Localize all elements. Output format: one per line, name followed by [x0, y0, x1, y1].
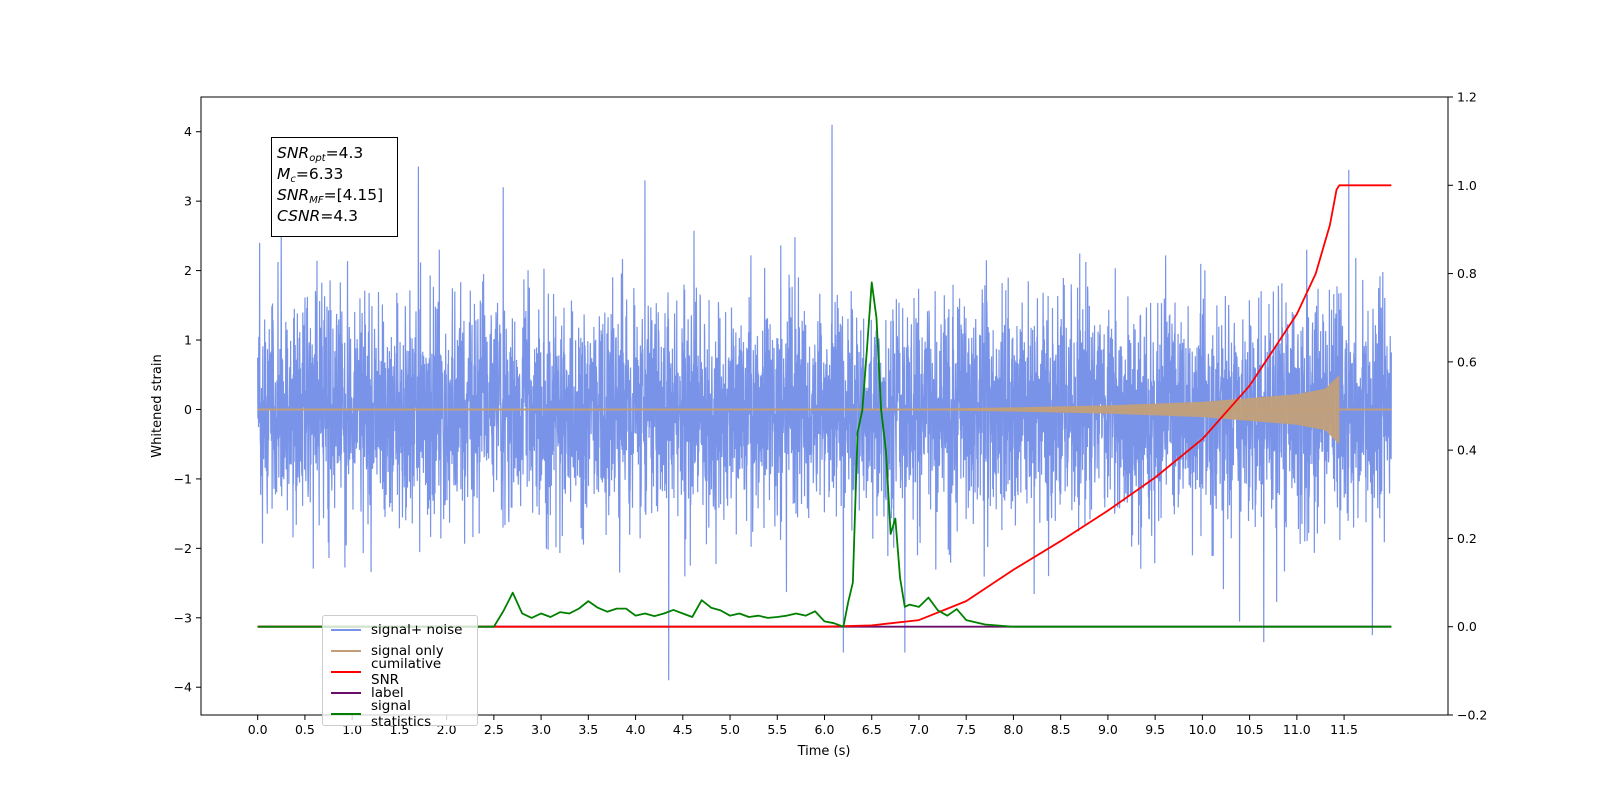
snr-opt-line: SNRopt=4.3 — [277, 144, 364, 164]
y-tick-label: 3 — [184, 194, 192, 209]
legend-item-cumulative-snr: cumilative SNR — [331, 656, 469, 688]
y-tick-label: 2 — [184, 263, 192, 278]
y-right-tick-label: 0.2 — [1457, 531, 1477, 546]
legend-label-cumulative-snr: cumilative SNR — [371, 655, 442, 688]
snr-info-box: SNRopt=4.3 Mc=6.33 SNRMF=[4.15] CSNR=4.3 — [271, 137, 398, 237]
y-right-tick-label: 0.0 — [1457, 619, 1477, 634]
y-right-tick-label: 1.2 — [1457, 90, 1477, 105]
x-tick-label: 10.5 — [1236, 722, 1264, 737]
x-tick-label: 6.0 — [815, 722, 835, 737]
y-tick-label: −3 — [174, 610, 192, 625]
x-tick-label: 11.5 — [1330, 722, 1358, 737]
x-tick-label: 4.5 — [673, 722, 693, 737]
y-tick-label: 0 — [184, 402, 192, 417]
signal-noise-line — [257, 124, 1392, 681]
x-tick-label: 6.5 — [862, 722, 882, 737]
legend-label-label: label — [371, 684, 404, 701]
y-right-tick-label: 0.4 — [1457, 443, 1477, 458]
legend-item-signal-only: signal only — [331, 640, 469, 661]
x-tick-label: 9.5 — [1145, 722, 1165, 737]
x-tick-label: 5.0 — [720, 722, 740, 737]
legend-label-signal-only: signal only — [371, 642, 444, 659]
x-tick-label: 0.0 — [248, 722, 268, 737]
x-tick-label: 4.0 — [626, 722, 646, 737]
legend-label-signal-statistics: signal statistics — [371, 697, 432, 730]
x-tick-label: 11.0 — [1283, 722, 1311, 737]
x-tick-label: 5.5 — [767, 722, 787, 737]
legend-swatch-signal-noise — [331, 628, 361, 631]
legend-swatch-signal-only — [331, 649, 361, 652]
legend-swatch-cumulative-snr — [331, 670, 361, 673]
x-tick-label: 3.5 — [578, 722, 598, 737]
legend-item-signal-noise: signal+ noise — [331, 619, 469, 640]
legend-swatch-label — [331, 691, 361, 694]
snr-mf-line: SNRMF=[4.15] — [277, 186, 384, 206]
snr-opt-value: =4.3 — [325, 144, 364, 162]
y-tick-label: −4 — [174, 680, 192, 695]
mc-line: Mc=6.33 — [277, 165, 344, 185]
x-tick-label: 0.5 — [295, 722, 315, 737]
y-tick-label: −2 — [174, 541, 192, 556]
mc-value: =6.33 — [295, 165, 344, 183]
csnr-line: CSNR=4.3 — [277, 207, 358, 225]
csnr-value: =4.3 — [320, 207, 358, 225]
series-signal-noise — [257, 124, 1392, 681]
x-tick-label: 10.0 — [1188, 722, 1216, 737]
y-axis-left-ticks: −4 −3 −2 −1 0 1 2 3 4 — [174, 124, 201, 695]
legend-item-label: label — [331, 682, 469, 703]
x-tick-label: 7.5 — [956, 722, 976, 737]
x-tick-label: 8.5 — [1051, 722, 1071, 737]
y-axis-label: Whitened strain — [150, 354, 165, 457]
legend-item-signal-statistics: signal statistics — [331, 698, 469, 730]
signal-statistics-line — [257, 281, 1392, 628]
x-tick-label: 7.0 — [909, 722, 929, 737]
x-tick-label: 8.0 — [1003, 722, 1023, 737]
y-right-tick-label: 0.6 — [1457, 354, 1477, 369]
y-right-tick-label: −0.2 — [1457, 708, 1487, 723]
snr-mf-value: =[4.15] — [323, 186, 384, 204]
y-tick-label: 4 — [184, 124, 192, 139]
x-axis-label: Time (s) — [797, 744, 851, 759]
legend: signal+ noise signal only cumilative SNR… — [322, 615, 478, 730]
chart-plot: 0.0 0.5 1.0 1.5 2.0 2.5 3.0 3.5 4.0 4.5 5.0 5.5 6.0 6… — [150, 90, 1487, 760]
x-tick-label: 3.0 — [531, 722, 551, 737]
y-right-tick-label: 1.0 — [1457, 178, 1477, 193]
series-signal-only — [257, 374, 1392, 445]
x-tick-label: 2.5 — [484, 722, 504, 737]
legend-swatch-signal-statistics — [331, 712, 361, 715]
y-tick-label: −1 — [174, 471, 192, 486]
y-tick-label: 1 — [184, 333, 192, 348]
legend-label-signal-noise: signal+ noise — [371, 621, 463, 638]
x-tick-label: 9.0 — [1098, 722, 1118, 737]
y-axis-right-ticks: −0.2 0.0 0.2 0.4 0.6 0.8 1.0 1.2 — [1448, 90, 1487, 723]
y-right-tick-label: 0.8 — [1457, 266, 1477, 281]
cumulative-snr-line — [257, 184, 1392, 628]
